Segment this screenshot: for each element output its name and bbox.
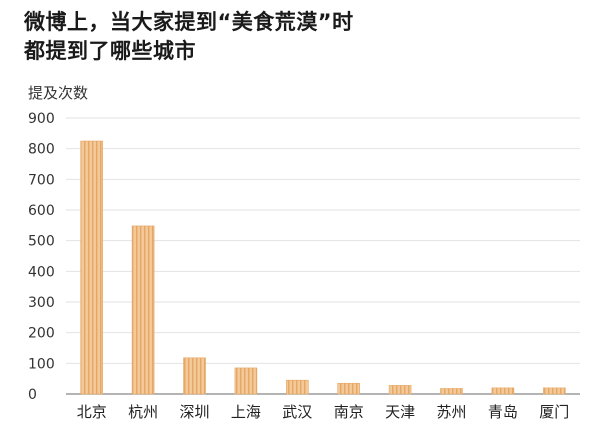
- bar-杭州: [131, 225, 155, 395]
- y-tick-label: 300: [28, 295, 55, 311]
- y-tick-label: 200: [28, 326, 55, 342]
- y-tick-label: 100: [28, 356, 55, 372]
- y-tick-label: 800: [28, 142, 55, 158]
- x-category-label: 南京: [334, 403, 364, 421]
- y-tick-label: 900: [28, 111, 55, 127]
- x-category-label: 上海: [231, 403, 261, 421]
- x-category-label: 青岛: [488, 403, 518, 421]
- bar-苏州: [440, 388, 463, 395]
- bar-深圳: [183, 357, 206, 395]
- chart-title: 微博上，当大家提到“美食荒漠”时 都提到了哪些城市: [24, 8, 354, 66]
- x-category-label: 天津: [385, 403, 415, 421]
- y-tick-label: 500: [28, 234, 55, 250]
- x-category-label: 苏州: [436, 403, 466, 421]
- y-tick-label: 600: [28, 203, 55, 219]
- y-axis-label: 提及次数: [28, 84, 89, 102]
- x-category-label: 厦门: [539, 403, 569, 421]
- x-category-labels: 北京 杭州 深圳 上海 武汉 南京 天津 苏州 青岛 厦门: [77, 403, 570, 421]
- y-tick-label: 0: [28, 387, 37, 403]
- x-category-label: 深圳: [179, 403, 209, 421]
- bars: [80, 140, 566, 395]
- x-category-label: 北京: [77, 403, 107, 421]
- chart-title-line-2: 都提到了哪些城市: [24, 39, 196, 63]
- bar-北京: [80, 140, 103, 395]
- bar-南京: [337, 382, 361, 395]
- bar-厦门: [542, 387, 566, 395]
- bar-武汉: [285, 379, 309, 395]
- y-tick-label: 400: [28, 264, 55, 280]
- x-category-label: 武汉: [282, 403, 312, 421]
- chart-title-line-1: 微博上，当大家提到“美食荒漠”时: [24, 10, 354, 34]
- x-category-label: 杭州: [128, 403, 158, 421]
- bar-青岛: [491, 387, 515, 395]
- bar-天津: [388, 385, 412, 395]
- y-tick-label: 700: [28, 172, 55, 188]
- bar-上海: [234, 367, 258, 395]
- y-tick-labels: 0 100 200 300 400 500 600 700 800 900: [28, 111, 55, 403]
